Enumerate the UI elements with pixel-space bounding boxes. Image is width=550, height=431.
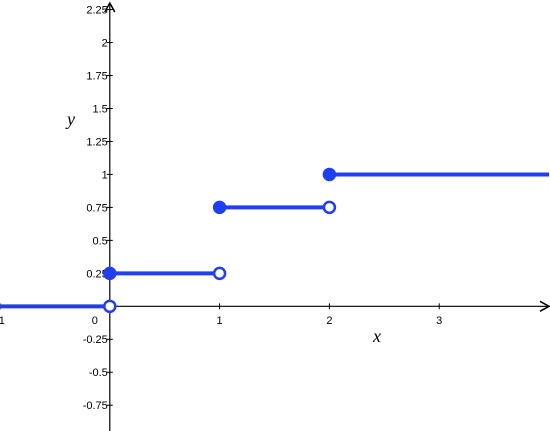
y-tick-label: 1.25 <box>86 136 107 148</box>
open-point <box>322 200 337 215</box>
y-tick-label: -0.5 <box>89 367 108 379</box>
y-tick-label: 2.25 <box>86 5 107 17</box>
x-tick-label: 2 <box>326 315 332 327</box>
closed-point <box>212 200 227 215</box>
y-tick-label: 0.25 <box>86 268 107 280</box>
x-tick-label: 1 <box>217 315 223 327</box>
x-axis-arrow <box>539 300 550 312</box>
x-axis-label: x <box>372 326 381 346</box>
y-tick-label: -0.25 <box>83 334 108 346</box>
y-tick-label: 1.5 <box>93 103 108 115</box>
x-tick-label: 0 <box>92 315 98 327</box>
y-tick-label: -0.75 <box>83 400 108 412</box>
open-point <box>212 266 227 281</box>
y-tick-label: 0.5 <box>93 235 108 247</box>
open-point <box>103 299 117 314</box>
closed-point <box>103 266 117 281</box>
x-tick-label: -1 <box>0 315 5 327</box>
y-axis-label: y <box>65 109 75 129</box>
y-tick-label: 0.75 <box>86 202 107 214</box>
y-tick-label: 1.75 <box>86 70 107 82</box>
y-tick-label: 2 <box>102 37 108 49</box>
closed-point <box>322 167 337 182</box>
y-axis-arrow <box>104 1 116 13</box>
x-tick-label: 3 <box>436 315 442 327</box>
y-tick-label: 1 <box>102 169 108 181</box>
